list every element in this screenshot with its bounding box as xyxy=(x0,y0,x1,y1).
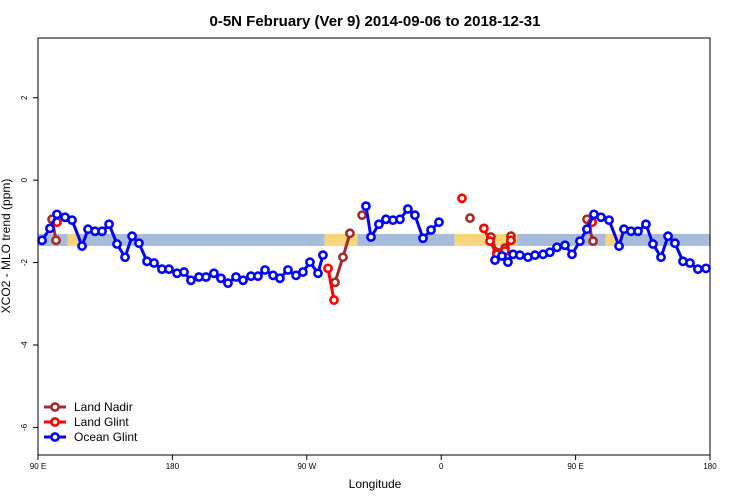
legend-label: Land Glint xyxy=(74,415,129,429)
point xyxy=(238,275,248,286)
point xyxy=(560,240,570,251)
point xyxy=(497,251,507,261)
point xyxy=(260,265,270,275)
point xyxy=(45,223,55,234)
point xyxy=(693,264,703,275)
point xyxy=(313,268,323,279)
point xyxy=(374,219,384,230)
point xyxy=(318,250,328,261)
point xyxy=(614,241,624,251)
series xyxy=(52,193,598,305)
point xyxy=(434,217,444,228)
point xyxy=(552,242,562,253)
legend-label: Ocean Glint xyxy=(74,430,138,444)
x-tick-label: 90 E xyxy=(567,462,583,471)
x-tick-label: 90 E xyxy=(30,462,46,471)
point xyxy=(67,215,77,226)
point xyxy=(164,264,174,275)
point xyxy=(305,257,315,268)
point xyxy=(323,263,333,274)
point xyxy=(361,201,371,212)
point xyxy=(465,213,475,223)
point xyxy=(298,267,308,277)
x-axis-label: Longitude xyxy=(349,477,402,491)
y-tick-label: 0 xyxy=(20,177,29,182)
point xyxy=(209,268,219,279)
point xyxy=(604,215,614,226)
series-line xyxy=(326,268,336,301)
point xyxy=(37,235,47,246)
point xyxy=(701,263,711,274)
surface-band xyxy=(357,233,455,246)
legend-label: Land Nadir xyxy=(74,400,133,414)
point xyxy=(149,258,159,268)
point xyxy=(656,252,666,263)
point xyxy=(410,210,420,221)
x-tick-label: 180 xyxy=(166,462,180,471)
point xyxy=(112,239,122,249)
point xyxy=(418,233,428,244)
plot-frame xyxy=(37,37,711,456)
y-tick-label: -2 xyxy=(20,258,29,266)
point xyxy=(275,273,285,284)
x-tick-label: 90 W xyxy=(297,462,316,471)
legend-marker xyxy=(50,432,60,442)
point xyxy=(582,224,592,235)
point xyxy=(490,255,500,265)
point xyxy=(457,193,467,204)
point xyxy=(648,239,658,249)
y-tick-label: 2 xyxy=(20,95,29,100)
point xyxy=(127,231,137,242)
legend-marker xyxy=(50,417,60,427)
point xyxy=(283,265,293,275)
y-axis-label: XCO2 - MLO trend (ppm) xyxy=(0,179,13,314)
point xyxy=(485,236,495,247)
point xyxy=(77,241,87,251)
point xyxy=(633,226,643,237)
point xyxy=(186,275,196,286)
point xyxy=(97,226,107,237)
point xyxy=(663,231,673,242)
point xyxy=(52,209,62,220)
point xyxy=(345,228,355,239)
point xyxy=(366,232,376,242)
point xyxy=(575,236,585,247)
point xyxy=(514,250,525,261)
point xyxy=(402,204,413,214)
point xyxy=(201,272,211,282)
surface-band xyxy=(67,233,79,246)
point xyxy=(530,250,540,261)
y-tick-label: -6 xyxy=(20,423,29,431)
point xyxy=(51,235,61,246)
x-tick-label: 180 xyxy=(703,462,717,471)
point xyxy=(506,235,516,246)
y-tick-label: -4 xyxy=(20,341,29,349)
series xyxy=(37,201,711,289)
point xyxy=(503,257,513,268)
point xyxy=(223,278,233,289)
point xyxy=(357,210,367,221)
legend-marker xyxy=(50,402,60,412)
point xyxy=(545,247,555,258)
point xyxy=(588,236,598,247)
point xyxy=(120,252,130,263)
point xyxy=(670,238,680,249)
point xyxy=(641,219,651,230)
point xyxy=(567,249,577,260)
point xyxy=(216,273,226,284)
chart-title: 0-5N February (Ver 9) 2014-09-06 to 2018… xyxy=(209,13,540,30)
point xyxy=(179,267,189,277)
point xyxy=(338,252,348,263)
point xyxy=(395,214,405,225)
point xyxy=(329,295,339,305)
x-tick-label: 0 xyxy=(439,462,444,471)
point xyxy=(596,212,606,223)
point xyxy=(134,238,144,249)
point xyxy=(104,219,114,230)
point xyxy=(253,271,263,282)
point xyxy=(685,258,695,268)
point xyxy=(426,225,436,235)
point xyxy=(479,223,489,234)
